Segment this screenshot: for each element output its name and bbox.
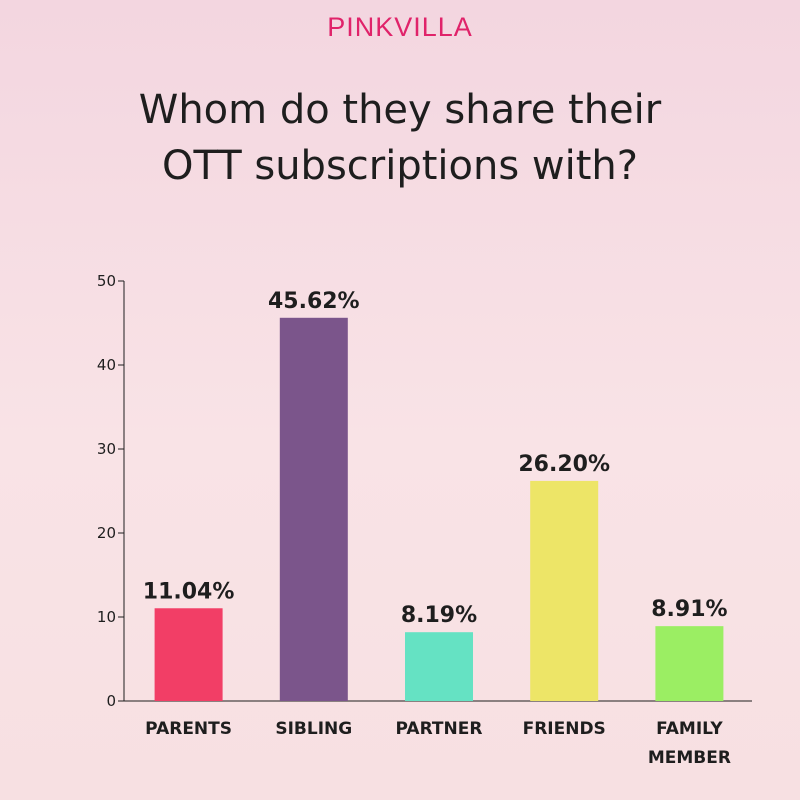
y-tick-label: 40: [97, 356, 116, 374]
bar: [655, 626, 724, 701]
chart-title-line-2: OTT subscriptions with?: [162, 143, 638, 189]
chart-title-line-1: Whom do they share their: [138, 87, 662, 133]
y-tick-label: 50: [97, 272, 116, 290]
x-category-label: SIBLING: [275, 719, 352, 739]
bar-value-label: 8.19%: [401, 603, 477, 628]
x-category-label: FAMILY: [656, 719, 723, 739]
brand-logo: PINKVILLA: [327, 12, 473, 42]
y-tick-label: 20: [97, 524, 116, 542]
bar: [279, 317, 348, 701]
bar: [530, 480, 599, 701]
bar-value-label: 11.04%: [143, 579, 235, 604]
chart-title: Whom do they share their OTT subscriptio…: [0, 82, 800, 194]
x-category-label: PARENTS: [145, 719, 232, 739]
y-tick-label: 10: [97, 608, 116, 626]
bar-value-label: 45.62%: [268, 289, 360, 314]
y-tick-label: 0: [106, 692, 116, 710]
x-category-label: MEMBER: [648, 748, 731, 768]
bar: [405, 632, 473, 701]
x-category-label: PARTNER: [396, 719, 483, 739]
bar-value-label: 8.91%: [651, 597, 727, 622]
y-tick-label: 30: [97, 440, 116, 458]
bar: [154, 608, 223, 701]
bar-value-label: 26.20%: [518, 452, 610, 477]
x-category-label: FRIENDS: [523, 719, 606, 739]
